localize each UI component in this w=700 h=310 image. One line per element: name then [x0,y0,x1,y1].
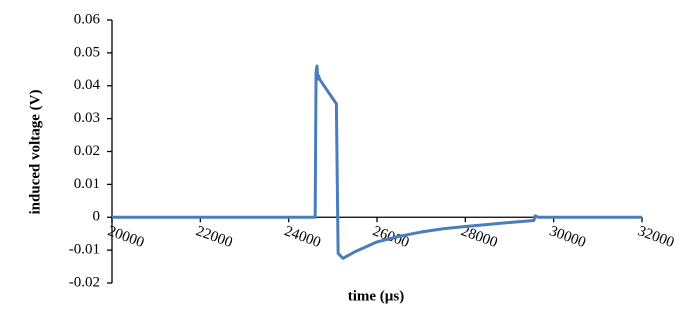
x-axis-title: time (µs) [348,288,405,304]
y-tick-label: 0.05 [74,44,100,60]
y-axis-title: induced voltage (V) [27,90,43,215]
x-tick-label: 24000 [282,223,323,251]
data-line [112,64,642,260]
y-tick-label: 0.06 [74,11,101,27]
x-tick-label: 30000 [547,223,588,251]
y-tick-label: -0.01 [69,242,100,258]
x-tick-label: 22000 [194,223,235,251]
x-tick-label: 32000 [635,223,676,251]
y-tick-label: 0 [93,209,101,225]
y-tick-label: 0.02 [74,143,100,159]
y-tick-label: 0.01 [74,176,100,192]
y-tick-label: -0.02 [69,274,100,290]
y-tick-label: 0.03 [74,110,100,126]
y-tick-label: 0.04 [74,77,101,93]
